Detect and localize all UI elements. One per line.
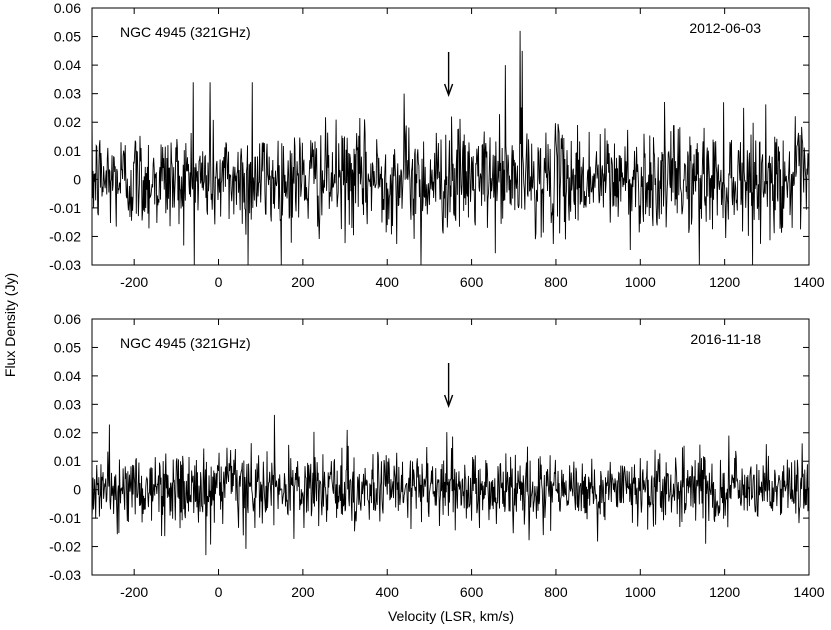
y-tick-label: 0.03 <box>54 86 81 102</box>
y-tick-label: 0.01 <box>54 143 81 159</box>
x-tick-label: -200 <box>120 274 148 290</box>
line-marker-arrow <box>443 52 454 98</box>
plot-frame <box>91 318 810 576</box>
y-tick-labels: -0.03 -0.02 -0.01 0 0.01 0.02 0.03 0.04 0.05 0.06 <box>49 311 81 583</box>
y-tick-label: -0.02 <box>49 228 81 244</box>
x-tick-label: 1200 <box>709 274 740 290</box>
line-marker-arrow <box>443 363 454 409</box>
x-tick-label: 800 <box>544 274 568 290</box>
x-tick-label: 600 <box>460 274 484 290</box>
x-tick-label: 800 <box>544 584 568 600</box>
y-tick-label: -0.03 <box>49 257 81 273</box>
tick-marks <box>92 318 810 576</box>
y-tick-label: 0.03 <box>54 396 81 412</box>
x-tick-label: -200 <box>120 584 148 600</box>
x-tick-label: 1000 <box>625 274 656 290</box>
plot-frame <box>91 7 810 266</box>
source-label: NGC 4945 (321GHz) <box>120 24 251 40</box>
y-tick-label: 0.05 <box>54 29 81 45</box>
spectrum-panel-2016: -0.03 -0.02 -0.01 0 0.01 0.02 0.03 0.04 0.05 0.06… <box>49 311 825 600</box>
x-tick-label: 1400 <box>793 584 824 600</box>
y-tick-label: 0 <box>73 482 81 498</box>
x-tick-label: 1200 <box>709 584 740 600</box>
x-tick-label: 1000 <box>625 584 656 600</box>
x-tick-label: 0 <box>215 584 223 600</box>
y-tick-label: 0.06 <box>54 311 81 327</box>
x-tick-labels: -200 0 200 400 600 800 1000 1200 1400 <box>120 274 825 290</box>
y-tick-label: 0.02 <box>54 114 81 130</box>
y-tick-label: -0.01 <box>49 200 81 216</box>
x-axis-label: Velocity (LSR, km/s) <box>388 608 514 624</box>
y-tick-label: -0.03 <box>49 567 81 583</box>
source-label: NGC 4945 (321GHz) <box>120 335 251 351</box>
tick-marks <box>92 7 810 266</box>
x-tick-labels: -200 0 200 400 600 800 1000 1200 1400 <box>120 584 825 600</box>
x-tick-label: 1400 <box>793 274 824 290</box>
x-tick-label: 400 <box>376 274 400 290</box>
y-tick-label: 0.04 <box>54 57 81 73</box>
y-tick-label: 0.05 <box>54 339 81 355</box>
spectrum-line <box>91 30 810 266</box>
y-tick-label: 0.01 <box>54 453 81 469</box>
y-tick-label: -0.02 <box>49 539 81 555</box>
y-tick-labels: -0.03 -0.02 -0.01 0 0.01 0.02 0.03 0.04 0.05 0.06 <box>49 0 81 273</box>
y-tick-label: 0 <box>73 171 81 187</box>
y-tick-label: 0.02 <box>54 425 81 441</box>
y-tick-label: 0.04 <box>54 368 81 384</box>
spectrum-line <box>91 414 810 556</box>
observation-date: 2012-06-03 <box>689 20 761 36</box>
x-tick-label: 0 <box>215 274 223 290</box>
x-tick-label: 400 <box>376 584 400 600</box>
spectrum-panel-2012: -0.03 -0.02 -0.01 0 0.01 0.02 0.03 0.04 0.05 0.06… <box>49 0 825 290</box>
x-tick-label: 200 <box>291 274 315 290</box>
x-tick-label: 600 <box>460 584 484 600</box>
y-axis-label: Flux Density (Jy) <box>2 273 18 377</box>
x-tick-label: 200 <box>291 584 315 600</box>
y-tick-label: -0.01 <box>49 510 81 526</box>
y-tick-label: 0.06 <box>54 0 81 16</box>
observation-date: 2016-11-18 <box>690 331 761 347</box>
